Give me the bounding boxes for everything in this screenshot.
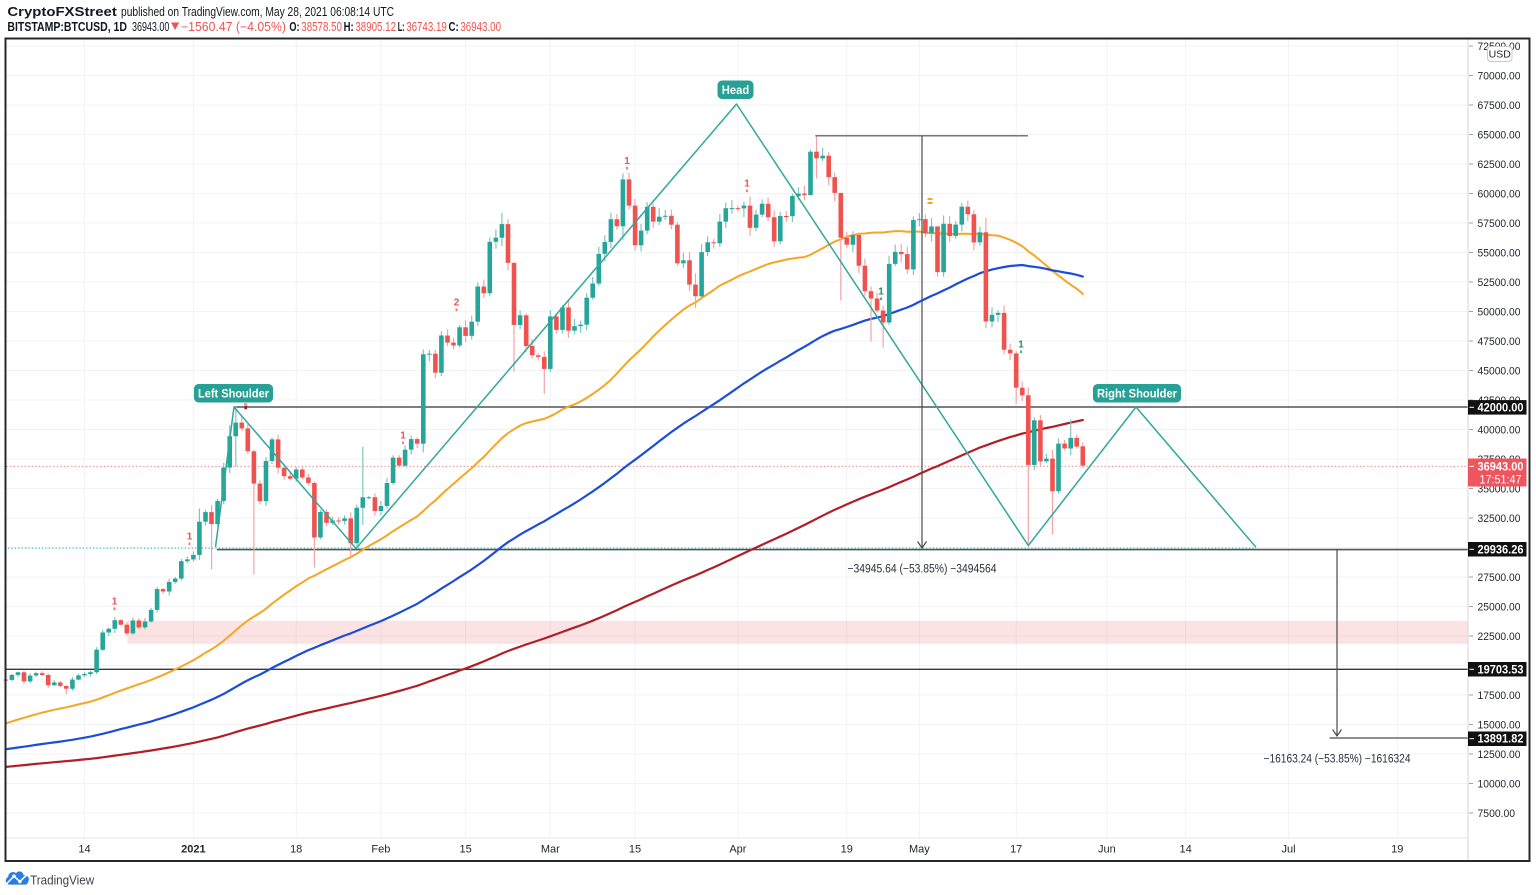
- svg-text:29936.26: 29936.26: [1478, 544, 1524, 556]
- svg-text:62500.00: 62500.00: [1478, 159, 1521, 171]
- svg-text:60000.00: 60000.00: [1478, 189, 1521, 201]
- svg-text:Feb: Feb: [371, 844, 390, 856]
- svg-text:45000.00: 45000.00: [1478, 366, 1521, 378]
- svg-text:−1560.47 (−4.05%): −1560.47 (−4.05%): [181, 20, 286, 34]
- svg-text:17:51:47: 17:51:47: [1480, 475, 1522, 487]
- svg-text:−16163.24 (−53.85%) −1616324: −16163.24 (−53.85%) −1616324: [1264, 754, 1412, 766]
- svg-text:O:: O:: [289, 20, 299, 34]
- svg-text:L:: L:: [398, 20, 405, 34]
- svg-text:19: 19: [1391, 844, 1403, 856]
- svg-text:Jul: Jul: [1281, 844, 1295, 856]
- svg-text:42000.00: 42000.00: [1478, 402, 1524, 414]
- svg-text:47500.00: 47500.00: [1478, 336, 1521, 348]
- svg-text:38905.12: 38905.12: [355, 20, 396, 34]
- svg-text:May: May: [909, 844, 930, 856]
- svg-text:C:: C:: [449, 20, 459, 34]
- svg-text:Right Shoulder: Right Shoulder: [1097, 386, 1177, 400]
- svg-text:32500.00: 32500.00: [1478, 513, 1521, 525]
- svg-text:36943.00: 36943.00: [1478, 461, 1524, 473]
- svg-text:19703.53: 19703.53: [1478, 664, 1524, 676]
- svg-text:Mar: Mar: [541, 844, 560, 856]
- svg-text:Left Shoulder: Left Shoulder: [198, 386, 269, 400]
- svg-text:57500.00: 57500.00: [1478, 218, 1521, 230]
- svg-text:65000.00: 65000.00: [1478, 130, 1521, 142]
- svg-text:15: 15: [629, 844, 641, 856]
- svg-text:BITSTAMP:BTCUSD, 1D: BITSTAMP:BTCUSD, 1D: [7, 20, 127, 34]
- svg-text:2021: 2021: [181, 844, 205, 856]
- svg-text:1: 1: [624, 156, 630, 167]
- svg-text:27500.00: 27500.00: [1478, 572, 1521, 584]
- svg-text:18: 18: [290, 844, 302, 856]
- svg-text:7500.00: 7500.00: [1478, 808, 1516, 820]
- svg-text:published on TradingView.com,: published on TradingView.com, May 28, 20…: [121, 5, 394, 19]
- svg-text:1: 1: [878, 287, 884, 298]
- svg-text:14: 14: [78, 844, 90, 856]
- svg-text:H:: H:: [344, 20, 354, 34]
- svg-text:Jun: Jun: [1098, 844, 1116, 856]
- svg-text:1: 1: [1018, 340, 1024, 351]
- svg-text:1: 1: [112, 597, 118, 608]
- svg-text:1: 1: [187, 532, 193, 543]
- svg-text:67500.00: 67500.00: [1478, 100, 1521, 112]
- svg-text:1: 1: [744, 179, 750, 190]
- svg-text:40000.00: 40000.00: [1478, 425, 1521, 437]
- svg-text:12500.00: 12500.00: [1478, 749, 1521, 761]
- svg-text:14: 14: [1179, 844, 1191, 856]
- svg-text:USD: USD: [1489, 49, 1512, 61]
- svg-text:15: 15: [459, 844, 471, 856]
- svg-text:Apr: Apr: [729, 844, 746, 856]
- svg-text:25000.00: 25000.00: [1478, 602, 1521, 614]
- svg-text:17: 17: [1010, 844, 1022, 856]
- svg-text:52500.00: 52500.00: [1478, 277, 1521, 289]
- svg-text:36943.00: 36943.00: [460, 20, 501, 34]
- svg-text:55000.00: 55000.00: [1478, 248, 1521, 260]
- svg-text:CryptoFXStreet: CryptoFXStreet: [7, 5, 117, 19]
- svg-text:TradingView: TradingView: [30, 872, 94, 887]
- svg-text:22500.00: 22500.00: [1478, 631, 1521, 643]
- svg-text:1: 1: [400, 431, 406, 442]
- svg-text:17500.00: 17500.00: [1478, 690, 1521, 702]
- svg-text:13891.82: 13891.82: [1478, 734, 1524, 746]
- svg-text:2: 2: [454, 298, 460, 309]
- svg-text:15000.00: 15000.00: [1478, 720, 1521, 732]
- svg-text:19: 19: [841, 844, 853, 856]
- svg-text:36943.00: 36943.00: [132, 20, 169, 34]
- svg-text:70000.00: 70000.00: [1478, 71, 1521, 83]
- svg-text:10000.00: 10000.00: [1478, 779, 1521, 791]
- svg-text:Head: Head: [722, 83, 750, 97]
- svg-text:38578.50: 38578.50: [301, 20, 342, 34]
- svg-text:50000.00: 50000.00: [1478, 307, 1521, 319]
- svg-text:−34945.64 (−53.85%) −3494564: −34945.64 (−53.85%) −3494564: [848, 564, 998, 576]
- svg-text:36743.19: 36743.19: [406, 20, 447, 34]
